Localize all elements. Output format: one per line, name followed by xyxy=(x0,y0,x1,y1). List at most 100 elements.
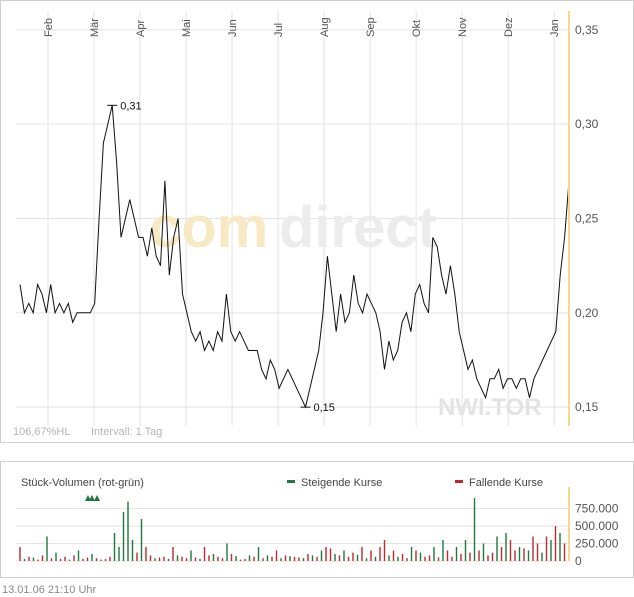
volume-bar xyxy=(293,556,296,561)
volume-bar xyxy=(451,556,453,561)
volume-bar xyxy=(473,498,476,561)
volume-bar xyxy=(307,554,309,561)
volume-bar xyxy=(334,554,336,561)
volume-bar xyxy=(82,558,84,561)
volume-bar xyxy=(122,512,125,561)
volume-bar xyxy=(176,555,179,561)
volume-bar xyxy=(428,555,431,561)
volume-bar xyxy=(244,558,246,561)
volume-bar xyxy=(325,547,327,561)
volume-bar xyxy=(415,550,417,561)
volume-bar xyxy=(289,556,291,561)
timestamp: 13.01.06 21:10 Uhr xyxy=(2,584,97,596)
symbol-label: NWI.TOR xyxy=(438,394,542,421)
volume-bar xyxy=(194,557,197,561)
volume-bar xyxy=(158,557,161,561)
volume-bar xyxy=(527,550,530,561)
volume-bar xyxy=(545,536,548,561)
volume-bar xyxy=(518,547,521,561)
volume-bar xyxy=(127,501,129,561)
volume-bar xyxy=(19,547,21,561)
volume-bar xyxy=(361,547,363,561)
volume-bar xyxy=(442,540,444,561)
volume-bar xyxy=(352,552,354,561)
volume-bar xyxy=(523,548,525,561)
volume-bar xyxy=(136,552,138,561)
volume-tick-label: 0 xyxy=(575,554,582,568)
volume-bar xyxy=(91,554,93,561)
volume-bar xyxy=(509,540,512,561)
volume-bar xyxy=(374,556,377,561)
volume-bar xyxy=(217,556,219,561)
volume-bar xyxy=(212,554,215,561)
volume-bar xyxy=(487,555,489,561)
volume-bar xyxy=(410,547,413,561)
volume-bar xyxy=(154,558,156,561)
legend-label: Fallende Kurse xyxy=(469,477,543,489)
interval-label: Intervall: 1 Tag xyxy=(91,426,162,438)
volume-bar xyxy=(419,552,422,561)
volume-bar xyxy=(95,558,98,561)
high-label: 0,31 xyxy=(120,100,141,112)
range-label: 106,67%HL xyxy=(13,426,71,438)
volume-bar xyxy=(554,526,557,561)
volume-bar xyxy=(437,557,440,561)
legend-swatch xyxy=(455,480,463,483)
watermark-direct: direct xyxy=(279,195,437,260)
watermark-com: com xyxy=(149,195,268,260)
volume-bar xyxy=(230,554,233,561)
volume-bar xyxy=(32,557,35,561)
volume-bar xyxy=(464,540,467,561)
x-tick-label: Okt xyxy=(411,20,423,37)
price-series-line xyxy=(19,105,570,409)
volume-bar xyxy=(37,559,39,561)
volume-bar xyxy=(356,554,359,561)
volume-tick-label: 500.000 xyxy=(575,519,619,533)
x-tick-label: Feb xyxy=(43,18,55,37)
x-tick-label: Mär xyxy=(89,18,101,37)
volume-bar xyxy=(379,547,381,561)
volume-bar xyxy=(64,556,66,561)
volume-bar xyxy=(41,555,44,561)
volume-bar xyxy=(248,555,251,561)
volume-bar xyxy=(284,555,287,561)
volume-bar xyxy=(316,556,318,561)
volume-bar xyxy=(433,547,435,561)
y-tick-label: 0,35 xyxy=(575,23,599,37)
volume-bar xyxy=(491,552,494,561)
volume-bar xyxy=(172,547,174,561)
volume-bar xyxy=(532,536,534,561)
volume-bar xyxy=(86,557,89,561)
volume-bar xyxy=(424,556,426,561)
volume-bar xyxy=(190,550,192,561)
volume-bar xyxy=(311,555,314,561)
x-tick-label: Mai xyxy=(181,19,193,37)
volume-bar xyxy=(383,540,386,561)
volume-bar xyxy=(167,558,170,561)
overflow-arrow xyxy=(89,495,95,501)
legend-label: Steigende Kurse xyxy=(301,477,382,489)
volume-bar xyxy=(235,556,237,561)
x-tick-label: Nov xyxy=(457,17,469,37)
volume-bar xyxy=(73,555,75,561)
volume-bar xyxy=(406,558,408,561)
volume-bar xyxy=(455,547,458,561)
volume-chart-panel: Stück-Volumen (rot-grün) Steigende Kurse F… xyxy=(0,461,634,578)
volume-bar xyxy=(563,543,566,561)
volume-bar xyxy=(275,550,278,561)
x-tick-label: Apr xyxy=(135,20,147,37)
volume-bar xyxy=(280,558,282,561)
volume-bar xyxy=(59,558,62,561)
volume-bar xyxy=(298,557,300,561)
volume-bar xyxy=(514,550,516,561)
volume-bar xyxy=(113,533,116,561)
x-tick-label: Aug xyxy=(319,17,331,37)
volume-bar xyxy=(392,550,395,561)
y-tick-label: 0,15 xyxy=(575,400,599,414)
volume-bar xyxy=(482,543,485,561)
volume-bar xyxy=(203,547,206,561)
volume-bar xyxy=(131,540,134,561)
x-tick-label: Jun xyxy=(227,19,239,37)
volume-bar xyxy=(397,556,399,561)
volume-bar xyxy=(208,555,210,561)
